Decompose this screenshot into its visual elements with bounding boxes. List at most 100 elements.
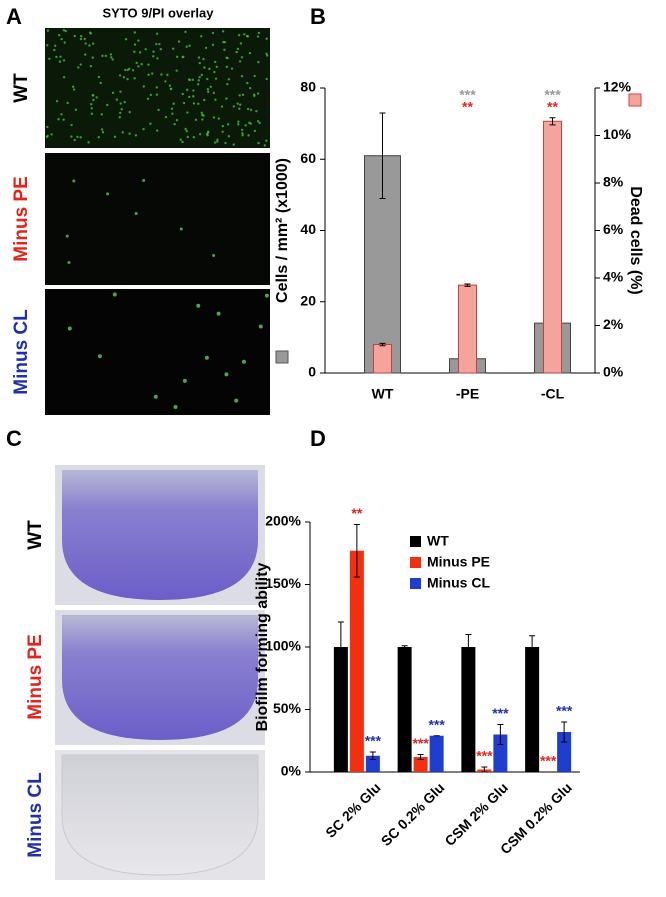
speck bbox=[164, 115, 168, 119]
speck bbox=[80, 34, 83, 38]
speck bbox=[221, 130, 224, 133]
photo-label: WT bbox=[25, 520, 46, 550]
speck bbox=[110, 56, 113, 59]
error-bar bbox=[465, 634, 472, 660]
micrograph bbox=[45, 289, 270, 415]
speck bbox=[79, 136, 82, 139]
speck bbox=[147, 63, 150, 66]
speck bbox=[188, 95, 191, 99]
micrograph-header: SYTO 9/PI overlay bbox=[102, 5, 214, 20]
speck bbox=[212, 91, 216, 95]
speck bbox=[220, 105, 224, 108]
speck bbox=[62, 118, 65, 121]
speck bbox=[170, 107, 174, 111]
speck bbox=[91, 42, 95, 45]
legend-label: Minus PE bbox=[427, 554, 490, 570]
speck bbox=[88, 44, 91, 47]
micrograph-label: Minus CL bbox=[11, 309, 32, 395]
speck bbox=[142, 127, 145, 131]
speck bbox=[188, 44, 191, 47]
legend-swatch bbox=[410, 536, 421, 547]
speck bbox=[70, 123, 73, 127]
x-tick-label: SC 0.2% Glu bbox=[378, 779, 448, 849]
speck bbox=[50, 133, 53, 136]
speck bbox=[128, 110, 131, 114]
y-tick-label: 0% bbox=[281, 763, 302, 779]
speck bbox=[227, 134, 231, 138]
speck bbox=[53, 48, 56, 52]
error-bar bbox=[561, 721, 568, 743]
speck bbox=[206, 90, 210, 93]
speck bbox=[211, 31, 215, 35]
speck bbox=[83, 37, 86, 41]
speck bbox=[155, 129, 159, 132]
speck bbox=[246, 81, 249, 85]
significance-label: ** bbox=[351, 505, 362, 521]
speck bbox=[213, 141, 217, 144]
speck bbox=[213, 70, 216, 74]
speck bbox=[91, 94, 95, 97]
speck bbox=[179, 227, 183, 231]
speck bbox=[192, 89, 195, 92]
bar bbox=[349, 550, 364, 772]
speck bbox=[232, 105, 236, 108]
speck bbox=[123, 100, 126, 104]
speck bbox=[241, 132, 244, 135]
speck bbox=[186, 135, 189, 139]
y-tick-label: 0 bbox=[308, 364, 316, 380]
micrograph-label: Minus PE bbox=[11, 176, 32, 262]
error-bar bbox=[464, 283, 471, 287]
error-bar bbox=[529, 635, 536, 659]
bar bbox=[397, 647, 412, 772]
speck bbox=[72, 179, 76, 183]
y2-tick-label: 12% bbox=[603, 79, 632, 95]
speck bbox=[73, 34, 76, 38]
error-bar bbox=[481, 766, 488, 773]
speck bbox=[100, 113, 104, 116]
speck bbox=[156, 57, 159, 60]
speck bbox=[137, 39, 140, 42]
speck bbox=[200, 35, 203, 38]
photo-label: Minus PE bbox=[25, 634, 46, 720]
x-tick-label: WT bbox=[372, 386, 394, 402]
speck bbox=[204, 46, 208, 50]
speck bbox=[214, 77, 218, 80]
speck bbox=[149, 122, 152, 125]
speck bbox=[152, 55, 155, 58]
y2-tick-label: 4% bbox=[603, 269, 624, 285]
speck bbox=[119, 90, 122, 93]
legend-swatch bbox=[275, 350, 289, 364]
speck bbox=[217, 117, 221, 120]
speck bbox=[101, 54, 104, 58]
speck bbox=[227, 78, 231, 81]
y2-tick-label: 0% bbox=[603, 364, 624, 380]
speck bbox=[120, 108, 123, 111]
speck bbox=[236, 102, 239, 105]
significance-label: *** bbox=[476, 748, 493, 764]
speck bbox=[226, 82, 229, 86]
speck bbox=[200, 73, 203, 77]
speck bbox=[124, 37, 128, 41]
speck bbox=[206, 134, 209, 137]
speck bbox=[197, 79, 200, 82]
speck bbox=[212, 253, 216, 257]
speck bbox=[138, 51, 142, 54]
speck bbox=[249, 86, 252, 90]
photo-well bbox=[62, 615, 258, 740]
speck bbox=[121, 131, 124, 134]
bar bbox=[365, 755, 380, 772]
speck bbox=[133, 31, 136, 34]
y-tick-label: 100% bbox=[265, 638, 301, 654]
speck bbox=[196, 303, 201, 308]
speck bbox=[248, 51, 252, 55]
speck bbox=[169, 87, 173, 90]
speck bbox=[133, 77, 136, 80]
speck bbox=[203, 66, 206, 69]
speck bbox=[216, 138, 219, 141]
speck bbox=[84, 53, 87, 56]
speck bbox=[97, 354, 102, 359]
speck bbox=[46, 125, 49, 129]
speck bbox=[237, 120, 240, 123]
error-bar bbox=[379, 112, 386, 199]
speck bbox=[57, 118, 60, 121]
